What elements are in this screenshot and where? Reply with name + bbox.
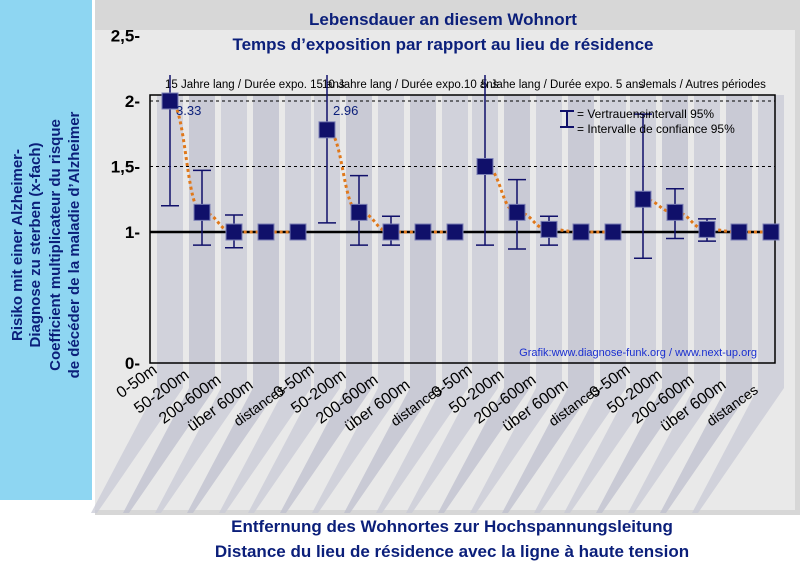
data-point — [698, 220, 716, 238]
legend: = Vertrauensintervall 95% = Intervalle d… — [560, 107, 735, 136]
data-point — [225, 223, 243, 241]
legend-ci-icon — [560, 110, 574, 128]
upper-bound-labels: 3.33 2.96 — [176, 103, 358, 118]
data-point — [257, 223, 275, 241]
data-point — [446, 223, 464, 241]
y-axis-title-line: Risiko mit einer Alzheimer- — [9, 149, 26, 341]
y-tick-label: 1- — [125, 223, 140, 242]
y-axis-title: Risiko mit einer Alzheimer- Diagnose zu s… — [9, 111, 83, 378]
group-label: 5 Jahe lang / Durée expo. 5 ans — [481, 79, 644, 91]
data-point — [318, 121, 336, 139]
chart-title-line-1: Lebensdauer an diesem Wohnort — [309, 10, 577, 29]
y-title-panel — [0, 0, 92, 500]
x-axis-title-line-1: Entfernung des Wohnortes zur Hochspannun… — [231, 517, 673, 536]
data-point — [161, 92, 179, 110]
group-label: 10 Jahre lang / Durée expo.10 ans — [322, 79, 499, 91]
y-tick-label: 1,5- — [111, 158, 140, 177]
y-tick-label: 2- — [125, 92, 140, 111]
category-stripe — [406, 95, 498, 513]
data-point — [572, 223, 590, 241]
data-point — [382, 223, 400, 241]
upper-bound-label: 3.33 — [176, 103, 201, 118]
data-point — [540, 220, 558, 238]
chart-credit: Grafik:www.diagnose-funk.org / www.next-… — [519, 347, 757, 359]
y-axis-title-line: Coefficient multiplicateur du risque — [47, 119, 64, 371]
category-stripe — [248, 95, 340, 513]
legend-ci-de: = Vertrauensintervall 95% — [577, 107, 714, 121]
data-point — [666, 203, 684, 221]
data-point — [289, 223, 307, 241]
data-point — [414, 223, 432, 241]
category-stripes — [91, 95, 784, 513]
category-stripe — [470, 95, 562, 513]
category-stripe — [502, 95, 594, 513]
category-stripe — [344, 95, 436, 513]
chart-title-line-2: Temps d’exposition par rapport au lieu d… — [232, 35, 653, 54]
category-stripe — [187, 95, 279, 513]
data-points — [161, 92, 780, 241]
data-point — [476, 158, 494, 175]
category-stripe — [312, 95, 404, 513]
category-stripe — [438, 95, 530, 513]
x-axis-title-line-2: Distance du lieu de résidence avec la li… — [215, 542, 689, 561]
data-point — [762, 223, 780, 241]
data-point — [508, 203, 526, 221]
y-tick-label: 0- — [125, 354, 140, 373]
upper-bound-label: 2.96 — [333, 103, 358, 118]
category-stripe — [660, 95, 752, 513]
group-label: 15 Jahre lang / Durée expo. 15 ans — [165, 79, 345, 91]
y-axis-title-line: Diagnose zu sterben (x-fach) — [27, 142, 44, 347]
legend-ci-fr: = Intervalle de confiance 95% — [577, 122, 735, 136]
y-tick-label: 2,5- — [111, 27, 140, 46]
data-point — [604, 223, 622, 241]
data-point — [634, 190, 652, 208]
data-point — [730, 223, 748, 241]
category-stripe — [155, 95, 247, 513]
y-axis: 0- 1- 1,5- 2- 2,5- — [111, 27, 140, 374]
category-stripe — [123, 95, 215, 513]
category-stripe — [564, 95, 656, 513]
category-stripe — [219, 95, 311, 513]
category-stripe — [628, 95, 720, 513]
category-stripe — [692, 95, 784, 513]
data-point — [193, 203, 211, 221]
y-axis-title-line: de décéder de la maladie d’Alzheimer — [66, 111, 83, 378]
category-stripe — [596, 95, 688, 513]
group-label: Jemals / Autres périodes — [640, 79, 766, 91]
category-stripe — [376, 95, 468, 513]
data-point — [350, 203, 368, 221]
category-stripe — [534, 95, 626, 513]
category-stripe — [91, 95, 183, 513]
